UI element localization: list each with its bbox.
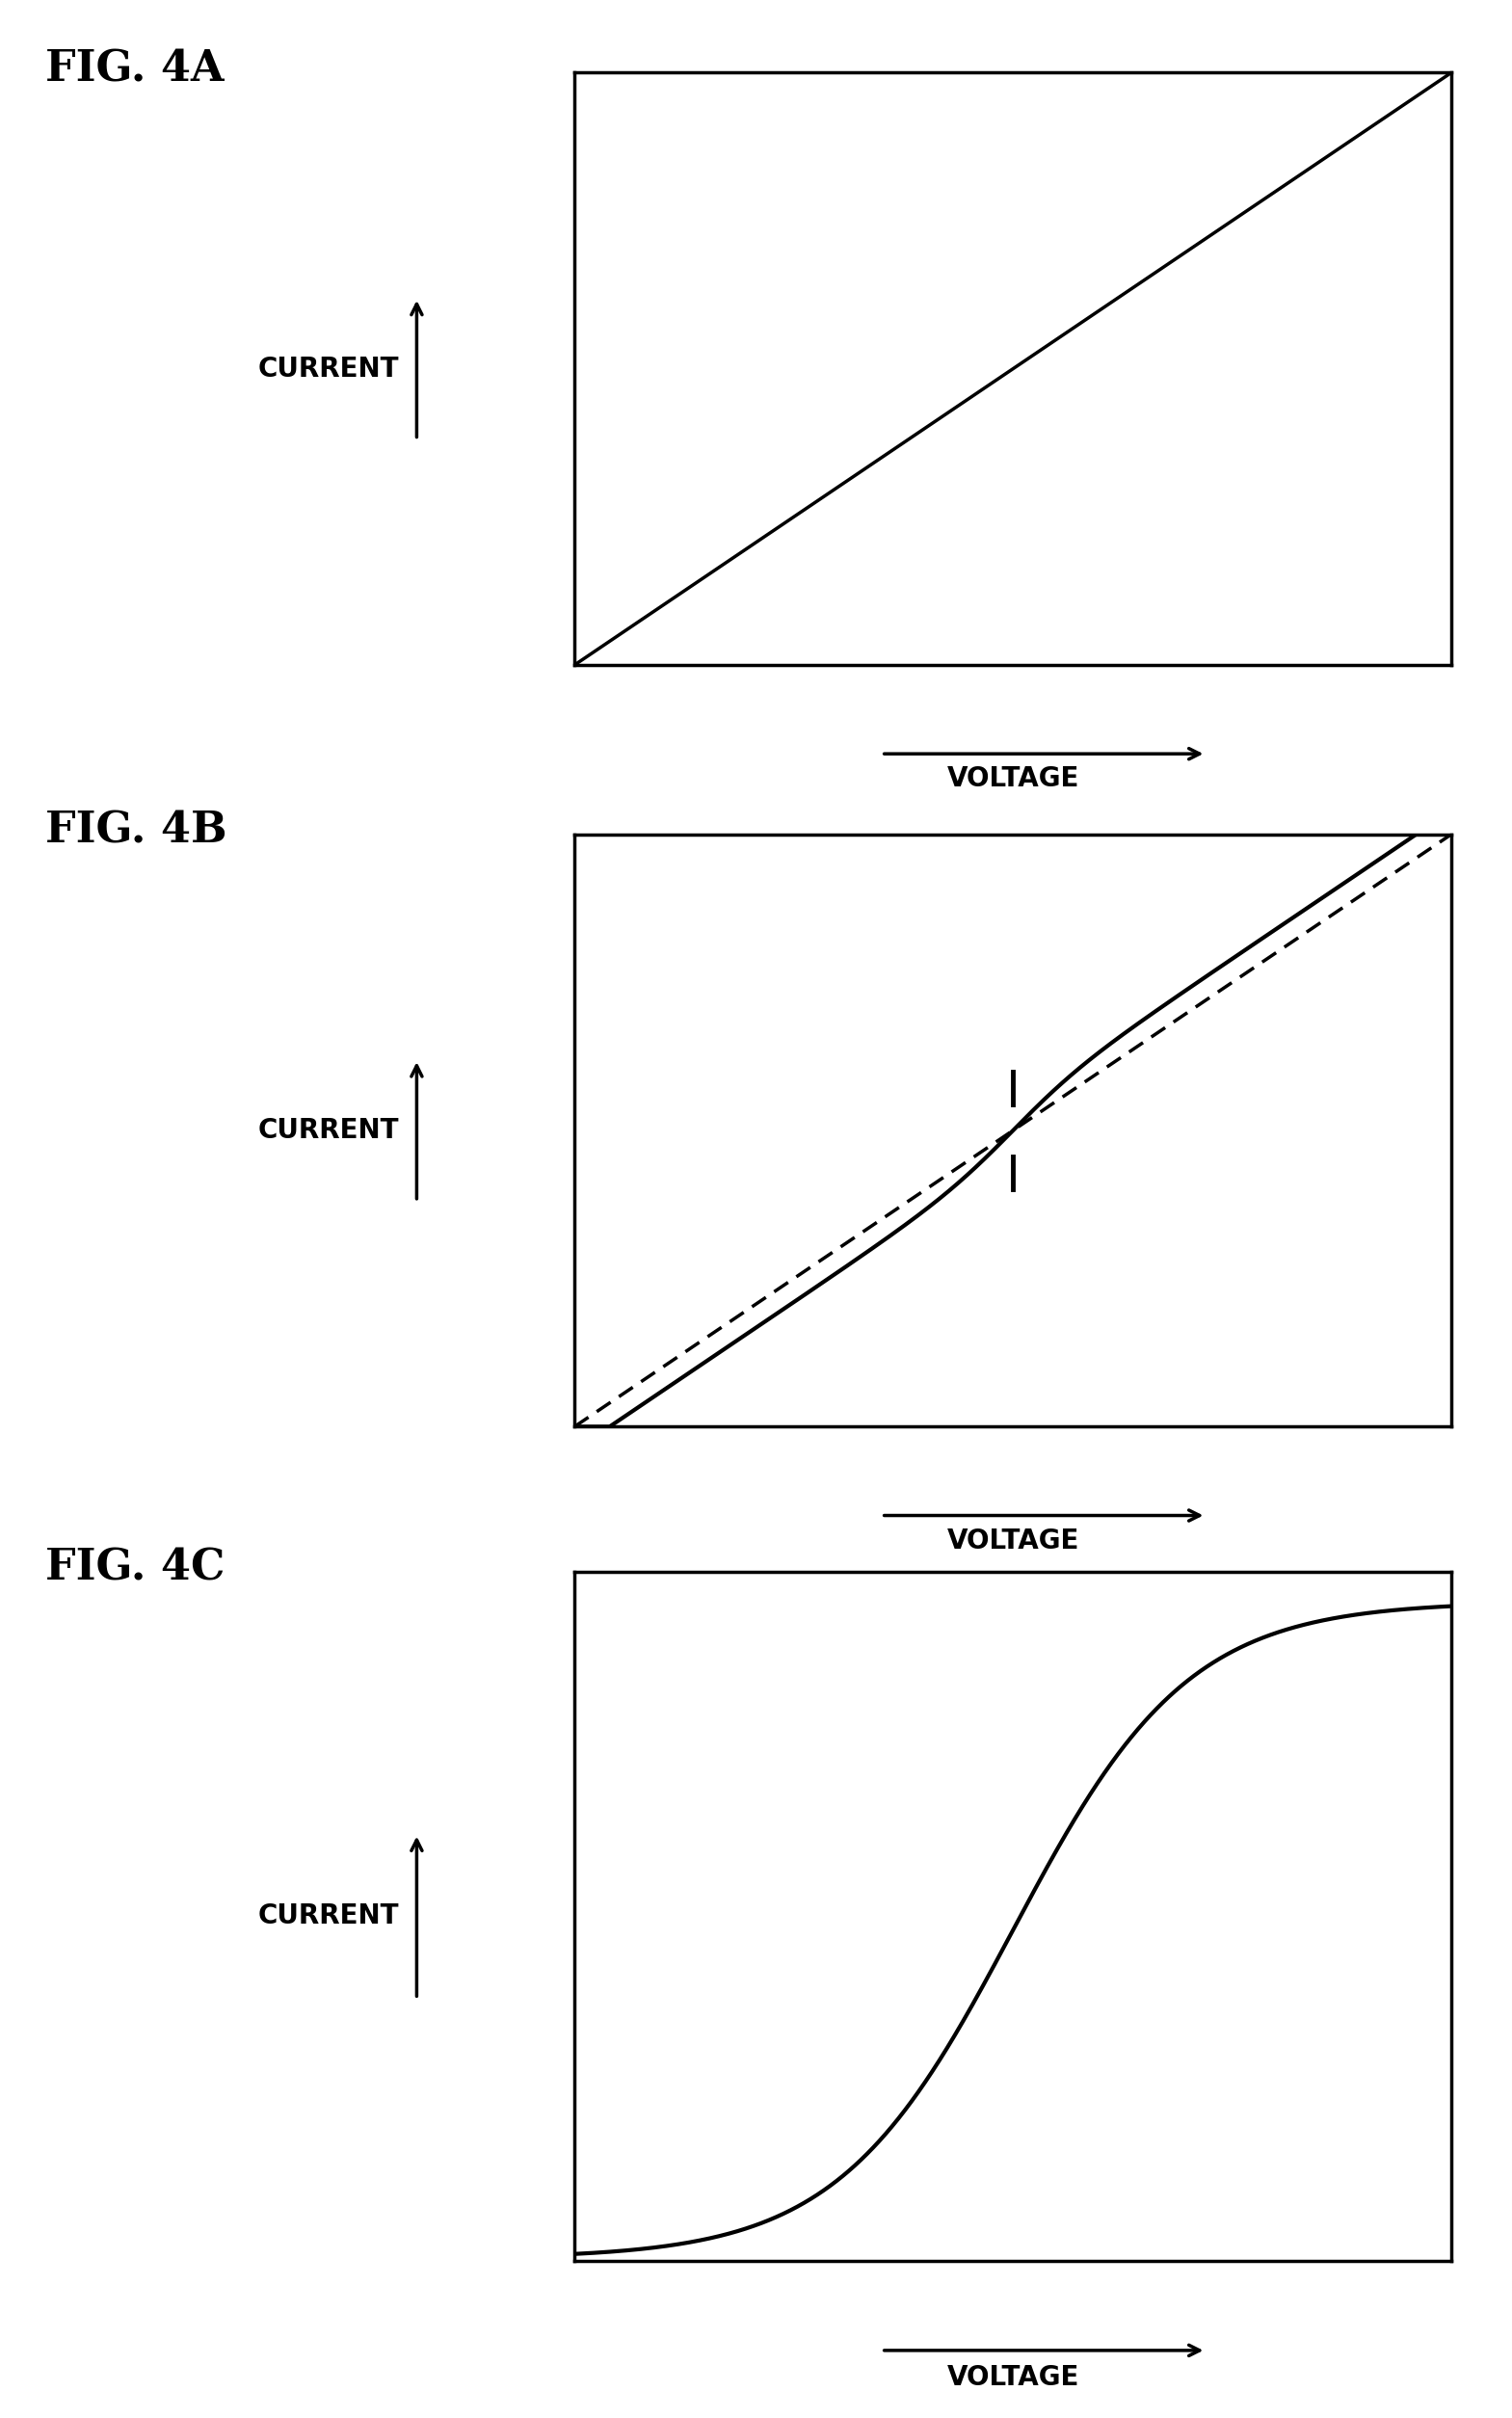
Text: FIG. 4B: FIG. 4B	[45, 810, 227, 851]
Text: FIG. 4A: FIG. 4A	[45, 48, 224, 89]
Text: CURRENT: CURRENT	[259, 1903, 399, 1930]
Text: CURRENT: CURRENT	[259, 355, 399, 382]
Text: CURRENT: CURRENT	[259, 1117, 399, 1144]
Text: VOLTAGE: VOLTAGE	[947, 767, 1080, 793]
Text: FIG. 4C: FIG. 4C	[45, 1548, 225, 1589]
Text: VOLTAGE: VOLTAGE	[947, 2365, 1080, 2391]
Text: VOLTAGE: VOLTAGE	[947, 1528, 1080, 1555]
